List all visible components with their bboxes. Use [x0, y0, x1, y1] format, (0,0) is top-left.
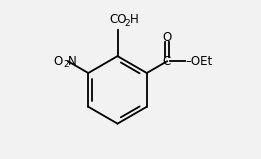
Text: 2: 2 [63, 60, 68, 69]
Text: N: N [68, 55, 77, 68]
Text: O: O [54, 55, 63, 68]
Text: –OEt: –OEt [186, 55, 213, 68]
Text: C: C [163, 55, 171, 68]
Text: CO: CO [109, 13, 127, 26]
Text: O: O [162, 31, 171, 44]
Text: H: H [130, 13, 139, 26]
Text: 2: 2 [125, 19, 130, 28]
